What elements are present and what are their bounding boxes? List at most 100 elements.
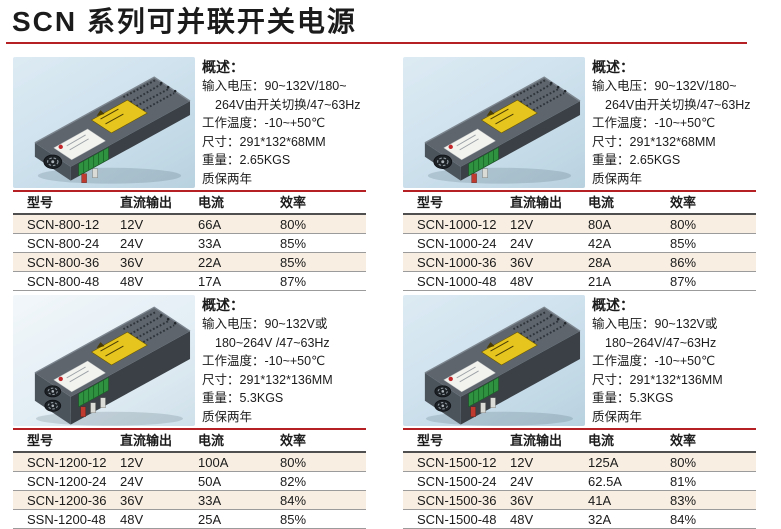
table-cell: 80% bbox=[656, 452, 756, 472]
table-cell: 48V bbox=[106, 271, 184, 291]
table-cell: SCN-800-48 bbox=[13, 271, 106, 291]
overview-line-input-voltage: 输入电压：90~132V/180~ bbox=[202, 79, 347, 93]
overview-line-input-voltage-cont: 180~264V /47~63Hz bbox=[215, 335, 330, 350]
table-cell: 85% bbox=[266, 233, 366, 253]
table-header-row: 型号 直流输出 电流 效率 bbox=[13, 429, 366, 453]
col-header-current: 电流 bbox=[184, 191, 266, 215]
spec-table-scn-1200: 型号 直流输出 电流 效率 SCN-1200-12 12V 100A 80% SCN-1… bbox=[13, 428, 366, 529]
col-header-current: 电流 bbox=[574, 429, 656, 453]
media-row: 概述： 输入电压：90~132V或 180~264V/47~63Hz 工作温度：… bbox=[403, 295, 756, 426]
page-header: SCN 系列可并联开关电源 bbox=[0, 0, 781, 44]
table-cell: SCN-800-12 bbox=[13, 214, 106, 234]
table-header-row: 型号 直流输出 电流 效率 bbox=[13, 191, 366, 215]
product-photo-scn-800 bbox=[13, 57, 195, 188]
table-cell: 33A bbox=[184, 233, 266, 253]
col-header-current: 电流 bbox=[184, 429, 266, 453]
overview-line-dimensions: 尺寸：291*132*136MM bbox=[202, 372, 333, 387]
table-cell: 36V bbox=[106, 490, 184, 510]
page-title: SCN 系列可并联开关电源 bbox=[12, 6, 357, 37]
table-cell: 85% bbox=[266, 252, 366, 272]
psu-single-fan-image bbox=[423, 76, 582, 185]
table-cell: 80% bbox=[656, 214, 756, 234]
table-row: SCN-1000-24 24V 42A 85% bbox=[403, 233, 756, 253]
overview-line-input-voltage-cont: 264V由开关切换/47~63Hz bbox=[215, 97, 361, 112]
table-cell: 36V bbox=[106, 252, 184, 272]
overview-block: 概述： 输入电压：90~132V/180~ 264V由开关切换/47~63Hz … bbox=[592, 57, 751, 188]
overview-line-weight: 重量：2.65KGS bbox=[202, 153, 291, 167]
overview-line-warranty: 质保两年 bbox=[592, 171, 643, 186]
table-cell: 80% bbox=[266, 214, 366, 234]
col-header-efficiency: 效率 bbox=[656, 191, 756, 215]
table-cell: 33A bbox=[184, 490, 266, 510]
table-cell: 85% bbox=[656, 233, 756, 253]
overview-block: 概述： 输入电压：90~132V或 180~264V /47~63Hz 工作温度… bbox=[202, 295, 333, 426]
overview-block: 概述： 输入电压：90~132V/180~ 264V由开关切换/47~63Hz … bbox=[202, 57, 361, 188]
overview-heading: 概述： bbox=[202, 297, 244, 313]
table-cell: 12V bbox=[106, 452, 184, 472]
media-row: 概述： 输入电压：90~132V/180~ 264V由开关切换/47~63Hz … bbox=[403, 57, 756, 188]
overview-heading: 概述： bbox=[202, 59, 244, 75]
table-cell: 24V bbox=[106, 471, 184, 491]
table-cell: 125A bbox=[574, 452, 656, 472]
overview-line-warranty: 质保两年 bbox=[202, 409, 253, 424]
table-cell: 100A bbox=[184, 452, 266, 472]
media-row: 概述： 输入电压：90~132V/180~ 264V由开关切换/47~63Hz … bbox=[13, 57, 366, 188]
product-photo-scn-1500 bbox=[403, 295, 585, 426]
table-cell: 84% bbox=[656, 509, 756, 529]
table-cell: SCN-1200-12 bbox=[13, 452, 107, 472]
overview-line-input-voltage: 输入电压：90~132V或 bbox=[202, 317, 328, 331]
col-header-efficiency: 效率 bbox=[656, 429, 756, 453]
col-header-model: 型号 bbox=[13, 429, 106, 453]
table-cell: 80A bbox=[574, 214, 656, 234]
col-header-efficiency: 效率 bbox=[266, 191, 366, 215]
table-cell: 86% bbox=[656, 252, 756, 272]
table-header-row: 型号 直流输出 电流 效率 bbox=[403, 429, 756, 453]
overview-line-weight: 重量：5.3KGS bbox=[202, 391, 284, 405]
product-grid: 概述： 输入电压：90~132V/180~ 264V由开关切换/47~63Hz … bbox=[13, 57, 781, 529]
table-cell: 12V bbox=[496, 214, 574, 234]
col-header-dc-output: 直流输出 bbox=[106, 191, 184, 215]
table-row: SCN-1500-24 24V 62.5A 81% bbox=[403, 471, 756, 491]
psu-single-fan-image bbox=[33, 76, 192, 185]
table-row: SCN-1200-36 36V 33A 84% bbox=[13, 490, 366, 510]
overview-line-input-voltage: 输入电压：90~132V/180~ bbox=[592, 79, 737, 93]
col-header-dc-output: 直流输出 bbox=[496, 429, 574, 453]
product-photo-scn-1200 bbox=[13, 295, 195, 426]
table-cell: 42A bbox=[574, 233, 656, 253]
overview-block: 概述： 输入电压：90~132V或 180~264V/47~63Hz 工作温度：… bbox=[592, 295, 723, 426]
table-cell: SCN-1500-12 bbox=[403, 452, 497, 472]
table-row: SCN-1000-48 48V 21A 87% bbox=[403, 271, 756, 291]
product-section-scn-1000: 概述： 输入电压：90~132V/180~ 264V由开关切换/47~63Hz … bbox=[403, 57, 756, 291]
product-section-scn-800: 概述： 输入电压：90~132V/180~ 264V由开关切换/47~63Hz … bbox=[13, 57, 366, 291]
media-row: 概述： 输入电压：90~132V或 180~264V /47~63Hz 工作温度… bbox=[13, 295, 366, 426]
col-header-dc-output: 直流输出 bbox=[106, 429, 184, 453]
table-cell: 28A bbox=[574, 252, 656, 272]
table-cell: 48V bbox=[496, 509, 574, 529]
table-cell: 12V bbox=[106, 214, 184, 234]
table-cell: 21A bbox=[574, 271, 656, 291]
product-section-scn-1500: 概述： 输入电压：90~132V或 180~264V/47~63Hz 工作温度：… bbox=[403, 295, 756, 529]
table-cell: 24V bbox=[496, 233, 574, 253]
table-row: SCN-800-48 48V 17A 87% bbox=[13, 271, 366, 291]
table-cell: 24V bbox=[106, 233, 184, 253]
table-cell: 83% bbox=[656, 490, 756, 510]
table-cell: SCN-800-24 bbox=[13, 233, 106, 253]
table-cell: 12V bbox=[496, 452, 574, 472]
table-cell: SSN-1200-48 bbox=[13, 509, 106, 529]
table-row: SCN-1500-12 12V 125A 80% bbox=[403, 452, 756, 472]
table-cell: 32A bbox=[574, 509, 656, 529]
table-cell: 41A bbox=[574, 490, 656, 510]
overview-line-dimensions: 尺寸：291*132*136MM bbox=[592, 372, 723, 387]
table-cell: 66A bbox=[184, 214, 266, 234]
table-cell: 80% bbox=[266, 452, 366, 472]
table-cell: 22A bbox=[184, 252, 266, 272]
table-cell: 82% bbox=[266, 471, 366, 491]
spec-table-scn-800: 型号 直流输出 电流 效率 SCN-800-12 12V 66A 80% SCN-800… bbox=[13, 190, 366, 291]
table-cell: SCN-1500-36 bbox=[403, 490, 497, 510]
product-section-scn-1200: 概述： 输入电压：90~132V或 180~264V /47~63Hz 工作温度… bbox=[13, 295, 366, 529]
table-cell: 48V bbox=[106, 509, 184, 529]
overview-line-operating-temp: 工作温度：-10~+50℃ bbox=[592, 354, 716, 368]
table-cell: SCN-1500-24 bbox=[403, 471, 497, 491]
col-header-current: 电流 bbox=[574, 191, 656, 215]
table-cell: 87% bbox=[266, 271, 366, 291]
